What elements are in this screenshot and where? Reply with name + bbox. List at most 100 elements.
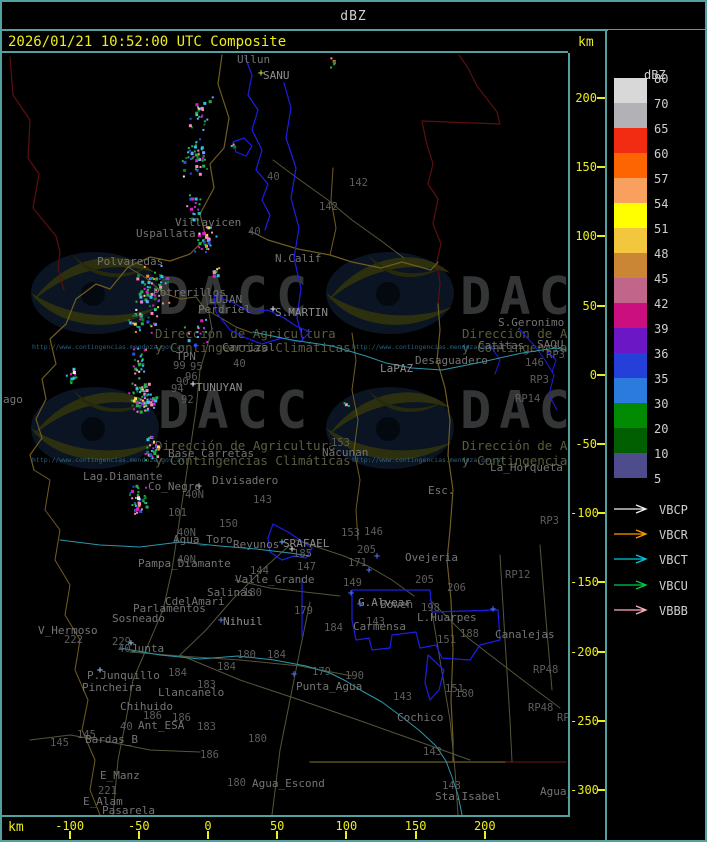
- echo-pixel: [146, 452, 149, 455]
- echo-pixel: [185, 157, 188, 160]
- echo-pixel: [333, 60, 336, 63]
- echo-pixel: [197, 212, 200, 215]
- echo-pixel: [157, 306, 160, 309]
- echo-pixel: [133, 322, 137, 326]
- map-route-label: 40N: [185, 489, 204, 501]
- scale-band: [614, 203, 647, 228]
- map-route-label: 144: [250, 565, 269, 577]
- scale-band: [614, 228, 647, 253]
- echo-pixel: [141, 399, 144, 402]
- scale-value-label: 65: [654, 122, 669, 136]
- map-place-label: TPN: [176, 350, 196, 363]
- echo-pixel: [132, 352, 136, 356]
- echo-pixel: [200, 148, 203, 151]
- map-route-label: 179: [294, 605, 313, 617]
- echo-pixel: [143, 405, 146, 408]
- map-route-label: 184: [267, 649, 286, 661]
- vbct-arrow-icon: [614, 554, 648, 564]
- scale-band: [614, 78, 647, 103]
- echo-pixel: [137, 274, 141, 277]
- legend-row: VBCP: [612, 500, 704, 522]
- map-line: [351, 332, 361, 541]
- echo-pixel: [132, 314, 135, 317]
- map-route-label: 96: [185, 371, 198, 383]
- bottom-axis-tick-mark: [68, 831, 71, 839]
- legend-label: VBCU: [659, 578, 688, 593]
- map-route-label: 94: [171, 383, 184, 395]
- echo-pixel: [197, 109, 200, 112]
- echo-pixel: [201, 159, 204, 162]
- map-route-label: 142: [349, 177, 368, 189]
- map-place-label: Agua_Escond: [252, 777, 325, 790]
- echo-pixel: [146, 274, 150, 278]
- echo-pixel: [141, 358, 144, 361]
- map-line: [33, 469, 101, 816]
- scale-value-label: 10: [654, 447, 669, 461]
- echo-pixel: [146, 385, 149, 388]
- echo-pixel: [159, 285, 163, 289]
- echo-pixel: [141, 300, 144, 303]
- scale-value-label: 20: [654, 422, 669, 436]
- right-axis: 200 150 100 50 0 -50 -100 -150 -200 -250 -300: [570, 53, 605, 815]
- right-axis-tick-label: -300: [570, 783, 599, 797]
- echo-pixel: [159, 288, 162, 291]
- map-place-label: Ovejeria: [405, 551, 458, 564]
- echo-pixel: [160, 275, 164, 279]
- map-route-label: 186: [200, 749, 219, 761]
- map-line: [424, 654, 445, 701]
- bottom-axis-tick-mark: [276, 831, 279, 839]
- echo-pixel: [143, 496, 147, 500]
- map-place-label: Cochico: [397, 711, 443, 724]
- map-place-label: Sta.Isabel: [435, 790, 501, 803]
- map-place-label: Llancanelo: [158, 686, 224, 699]
- echo-pixel: [149, 444, 151, 447]
- echo-pixel: [191, 197, 195, 201]
- echo-pixel: [138, 292, 142, 296]
- echo-pixel: [152, 402, 156, 406]
- watermark-caption-line1: Dirección de Agricultura: [462, 438, 568, 453]
- echo-pixel: [154, 444, 157, 447]
- echo-pixel: [192, 156, 195, 158]
- map-route-label: 151: [445, 683, 464, 695]
- echo-pixel: [130, 489, 134, 493]
- echo-pixel: [155, 277, 159, 281]
- echo-pixel: [134, 504, 137, 507]
- map-plus-marker: +: [190, 379, 196, 390]
- scale-value-label: 45: [654, 272, 669, 286]
- map-line: [179, 654, 471, 761]
- echo-pixel: [189, 117, 192, 120]
- echo-pixel: [146, 409, 148, 412]
- echo-pixel: [149, 286, 151, 289]
- echo-pixel: [216, 274, 220, 278]
- dacc-logo-icon: [326, 252, 454, 334]
- echo-pixel: [206, 168, 208, 170]
- map-plus-marker: +: [366, 565, 372, 576]
- map-place-label: Carrizal: [222, 341, 275, 354]
- echo-pixel: [200, 248, 203, 250]
- echo-pixel: [147, 281, 151, 284]
- echo-pixel: [139, 510, 143, 514]
- map-place-label: Sosneado: [112, 612, 165, 625]
- echo-pixel: [203, 123, 206, 126]
- scale-value-label: 30: [654, 397, 669, 411]
- scale-band: [614, 303, 647, 328]
- scale-value-label: 57: [654, 172, 669, 186]
- echo-pixel: [157, 300, 160, 303]
- echo-pixel: [154, 399, 158, 403]
- map-route-label: 183: [197, 679, 216, 691]
- right-axis-tick-label: 0: [589, 367, 597, 382]
- scale-value-label: 60: [654, 147, 669, 161]
- echo-pixel: [133, 408, 135, 411]
- scale-band: [614, 378, 647, 403]
- legend-row: VBCU: [612, 576, 704, 598]
- legend-row: VBCT: [612, 550, 704, 572]
- watermark-caption-line2: y Contingencias Climáticas: [155, 340, 351, 355]
- echo-pixel: [152, 447, 155, 450]
- map-line: [271, 601, 311, 816]
- echo-pixel: [194, 250, 197, 253]
- echo-pixel: [206, 248, 208, 250]
- echo-pixel: [134, 509, 137, 512]
- map-route-label: 92: [181, 394, 194, 406]
- vbcp-arrow-icon: [614, 504, 648, 514]
